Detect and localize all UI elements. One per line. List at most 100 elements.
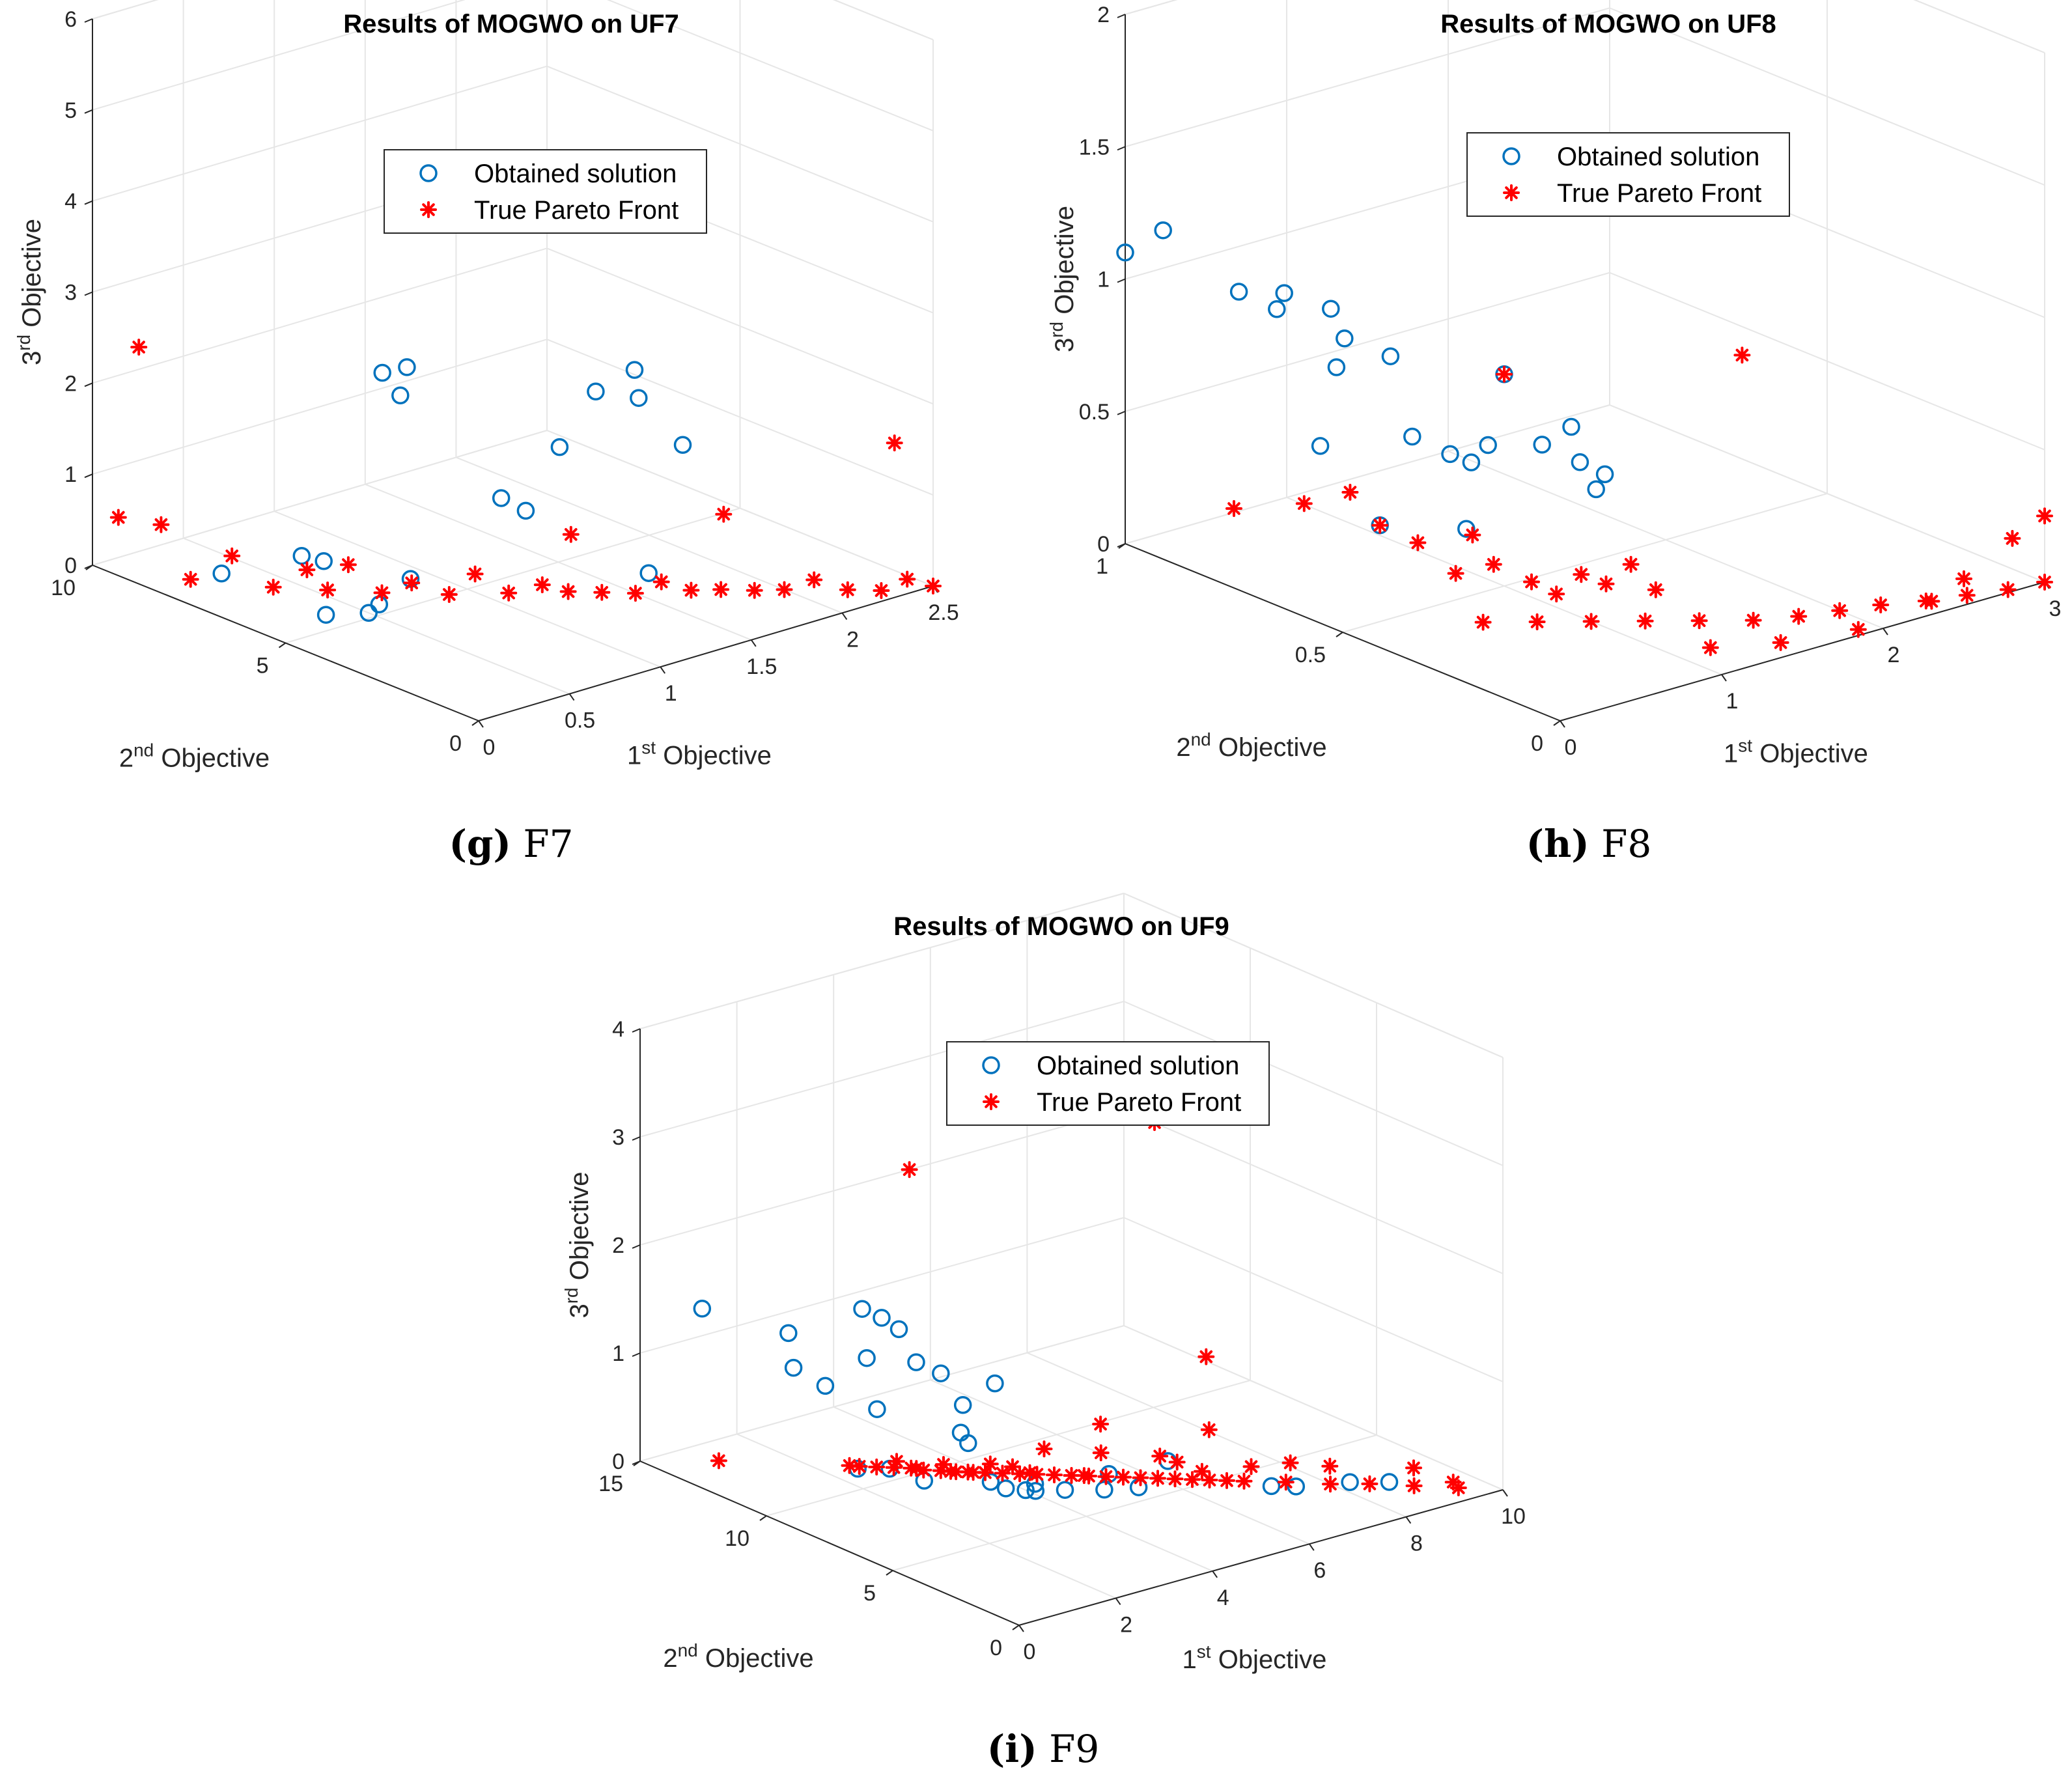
x-tick-label: 0 [1024,1640,1036,1664]
data-point-star [1035,1440,1053,1458]
data-point-circle [1322,300,1340,318]
data-point-star [1132,1469,1149,1487]
grid-line [639,1217,1125,1354]
data-point-circle [630,389,648,407]
data-point-star [1999,581,2017,598]
data-point-circle [1341,1473,1359,1492]
data-point-star [1405,1477,1423,1494]
data-point-star [1046,1466,1063,1484]
data-point-star [1733,346,1751,364]
legend-label: True Pareto Front [1037,1088,1241,1117]
legend-star-marker [1503,184,1520,201]
data-point-star [1690,612,1708,630]
y-tick-label: 5 [863,1581,876,1606]
legend-box [1466,132,1790,217]
data-point-star [182,570,199,588]
z-tick-label: 1 [612,1341,624,1366]
data-point-circle [1571,453,1589,471]
data-point-star [1772,634,1789,651]
x-tick-mark [1560,720,1565,728]
data-point-star [1955,570,1972,587]
z-tick-mark [1117,14,1126,18]
data-point-star [319,581,337,599]
z-tick-label: 0 [64,553,77,578]
data-point-star [1011,1465,1028,1483]
data-point-star [1597,575,1615,593]
data-point-star [1115,1468,1132,1486]
x-axis-label: 1st Objective [627,738,772,770]
legend-star-marker [420,201,437,218]
data-point-star [1242,1458,1260,1475]
legend-label: Obtained solution [474,160,677,188]
data-point-star [1371,516,1389,534]
data-point-star [1149,1470,1166,1487]
y-tick-label: 1 [1096,554,1108,579]
data-point-star [1184,1471,1201,1488]
data-point-circle [1100,1464,1118,1483]
x-tick-label: 3 [2049,596,2062,621]
data-point-star [1485,555,1502,573]
data-point-circle [398,358,416,376]
grid-line [546,247,934,405]
grid-line [736,1433,1116,1599]
data-point-star [1573,566,1590,583]
y-tick-mark [1012,1625,1020,1630]
data-point-circle [1587,480,1605,499]
data-point-star [1923,593,1940,610]
x-tick-label: 0 [483,735,496,760]
z-tick-mark [632,1244,641,1249]
data-point-star [746,581,763,599]
grid-line [92,339,548,475]
data-point-star [1321,1457,1339,1475]
data-point-star [947,1463,965,1481]
data-point-star [533,576,551,594]
x-tick-mark [1212,1571,1218,1578]
z-tick-label: 0 [612,1449,624,1474]
data-point-star [1409,534,1427,552]
data-point-star [1166,1470,1184,1488]
y-tick-label: 15 [598,1472,623,1496]
x-tick-mark [750,639,757,647]
data-point-star [977,1464,994,1481]
grid-line [639,1001,1125,1138]
data-point-star [109,509,127,526]
series-true-pareto-front [710,1114,1467,1496]
data-point-circle [625,361,644,379]
data-point-star [264,578,282,596]
x-tick-mark [1115,1597,1121,1605]
x-axis-line [1018,1489,1504,1626]
grid-line [607,0,934,132]
data-point-circle [1026,1482,1045,1500]
data-point-circle [889,1320,908,1339]
grid-line [1342,493,1828,633]
data-point-star [1622,555,1640,573]
z-tick-label: 4 [64,189,77,214]
series-true-pareto-front [1225,346,2053,656]
figure-caption: (i) F9 [987,1727,1100,1771]
legend-label: Obtained solution [1557,143,1759,171]
z-tick-mark [84,382,93,387]
x-tick-mark [660,666,666,674]
data-point-star [1831,602,1849,619]
data-point-circle [1441,445,1459,464]
data-point-circle [1479,436,1497,454]
grid-line [639,1325,1125,1462]
z-tick-mark [84,109,93,114]
y-tick-label: 0 [990,1636,1002,1660]
data-point-circle [693,1300,712,1318]
grid-line [546,430,934,587]
data-point-circle [1229,283,1248,301]
data-point-star [1849,621,1867,638]
data-point-star [1092,1444,1110,1462]
z-tick-mark [632,1352,641,1357]
y-tick-mark [278,642,287,649]
z-tick-mark [1117,278,1126,283]
data-point-circle [1457,520,1476,538]
data-point-star [850,1458,868,1475]
data-point-star [715,505,733,523]
series-obtained-solution [1116,221,1614,538]
y-axis-line [639,1460,1020,1626]
data-point-star [1361,1475,1379,1492]
x-tick-label: 8 [1410,1531,1423,1556]
